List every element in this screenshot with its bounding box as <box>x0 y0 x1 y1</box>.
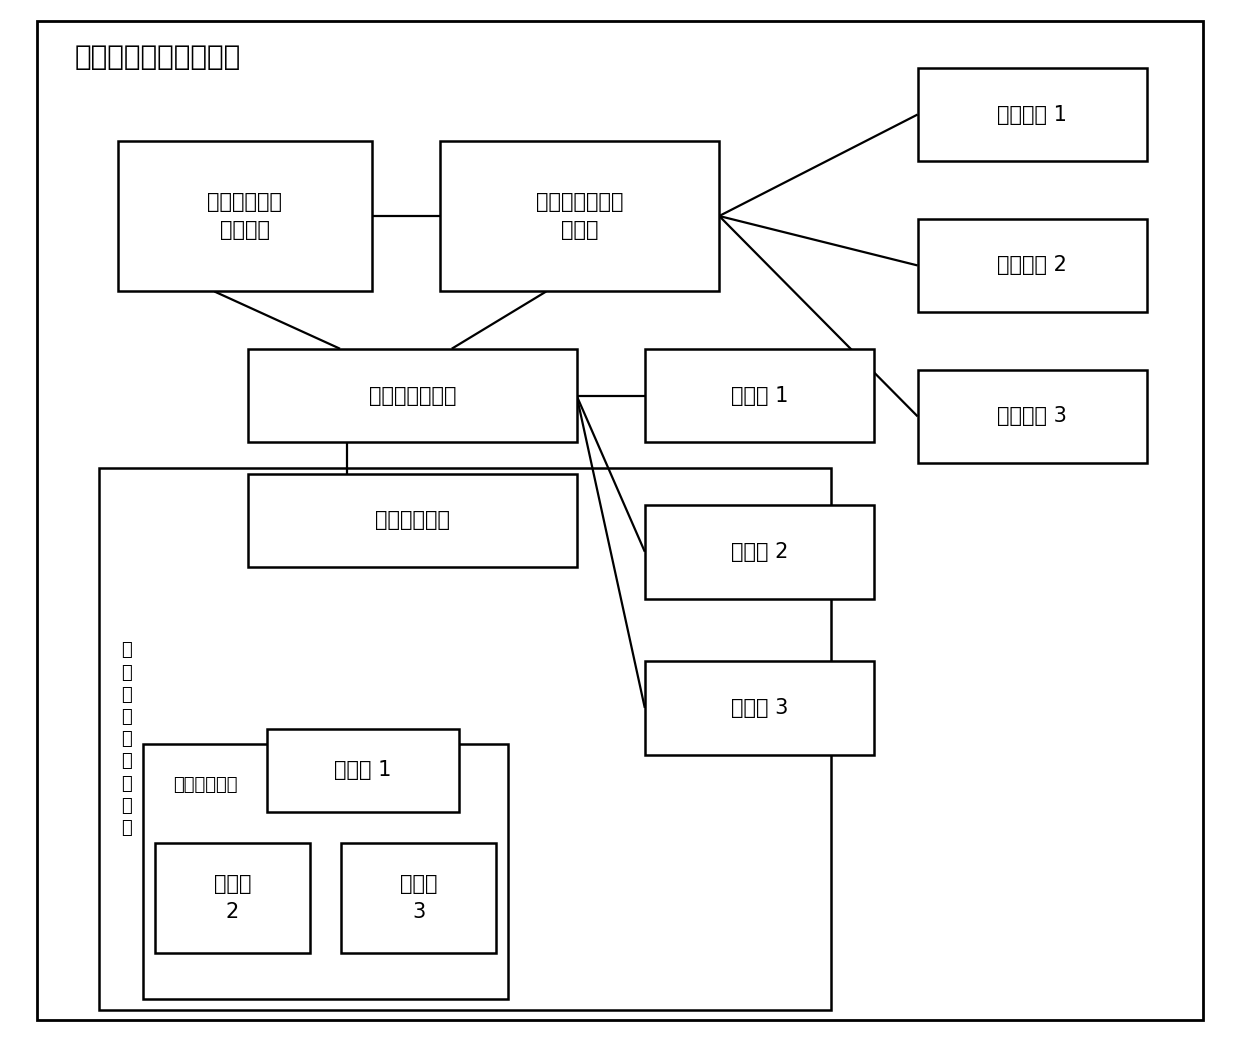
Bar <box>155 843 310 953</box>
Text: 载物架
3: 载物架 3 <box>399 873 438 922</box>
Bar <box>248 474 577 567</box>
Bar <box>918 370 1147 463</box>
Bar <box>645 661 874 755</box>
Text: 载物架
2: 载物架 2 <box>213 873 252 922</box>
Bar <box>143 744 508 999</box>
Bar <box>248 349 577 442</box>
Text: 物流车控制装置: 物流车控制装置 <box>368 385 456 406</box>
Bar <box>440 141 719 291</box>
Bar <box>918 68 1147 161</box>
Text: 载物架回收区: 载物架回收区 <box>174 776 238 793</box>
Bar <box>118 141 372 291</box>
Bar <box>645 349 874 442</box>
Text: 生产工位 2: 生产工位 2 <box>997 255 1068 276</box>
Text: 载物架 1: 载物架 1 <box>334 760 392 781</box>
Text: 物流车 3: 物流车 3 <box>730 697 789 718</box>
Bar <box>645 505 874 599</box>
Text: 灯具生产工位管
理系统: 灯具生产工位管 理系统 <box>536 192 624 240</box>
Text: 灯具制造物联信息系统: 灯具制造物联信息系统 <box>74 44 241 71</box>
Text: 物
流
车
装
料
控
制
系
统: 物 流 车 装 料 控 制 系 统 <box>122 641 131 837</box>
Bar <box>341 843 496 953</box>
Text: 物流车 2: 物流车 2 <box>730 541 789 562</box>
Bar <box>918 219 1147 312</box>
Text: 扫描检测设备: 扫描检测设备 <box>374 510 450 531</box>
Text: 生产工位 3: 生产工位 3 <box>997 406 1068 427</box>
Bar <box>267 729 459 812</box>
Text: 生产工位 1: 生产工位 1 <box>997 104 1068 125</box>
Bar <box>99 468 831 1010</box>
Text: 物流车 1: 物流车 1 <box>730 385 789 406</box>
Text: 灯具物料配送
管理系统: 灯具物料配送 管理系统 <box>207 192 283 240</box>
